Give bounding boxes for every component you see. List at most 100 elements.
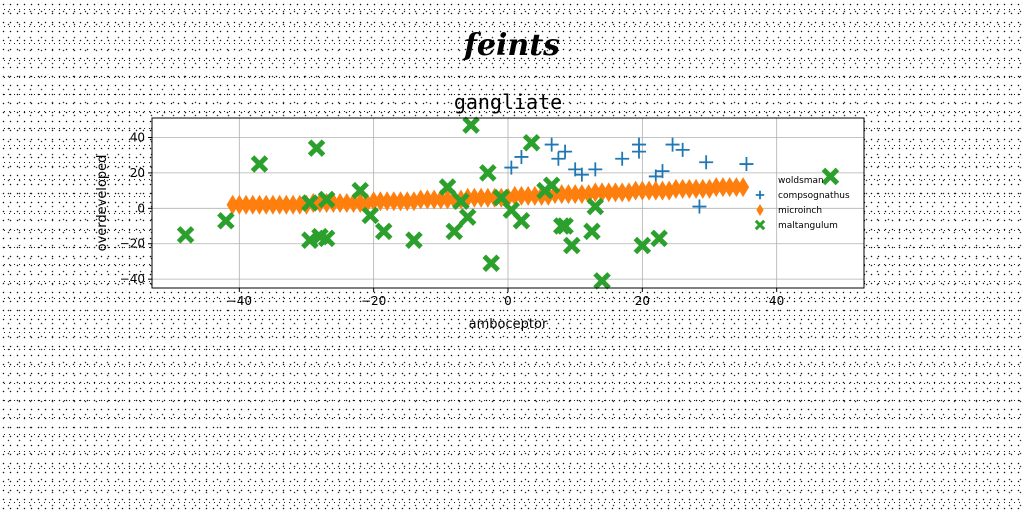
y-tick-label: −20	[120, 237, 145, 251]
data-point-microinch	[669, 178, 682, 199]
data-point-microinch	[401, 191, 414, 212]
data-point-microinch	[683, 178, 696, 199]
data-point-microinch	[266, 194, 279, 215]
data-point-microinch	[562, 184, 575, 205]
data-point-microinch	[273, 194, 286, 215]
data-point-maltangulum	[452, 192, 470, 210]
data-point-maltangulum	[217, 211, 235, 230]
data-point-microinch	[575, 184, 588, 205]
data-point-microinch	[616, 182, 629, 203]
legend-label-microinch: microinch	[778, 206, 822, 216]
data-point-microinch	[280, 194, 293, 215]
data-point-microinch	[609, 182, 622, 203]
data-point-microinch	[528, 185, 541, 206]
x-tick-label: 20	[635, 294, 650, 308]
y-tick-label: 20	[130, 166, 145, 180]
legend-marker-maltangulum	[754, 219, 766, 231]
legend-label-maltangulum: maltangulum	[778, 221, 838, 231]
data-point-microinch	[387, 191, 400, 212]
data-point-compsognathus	[655, 164, 670, 179]
data-point-maltangulum	[563, 236, 581, 255]
data-point-compsognathus	[631, 137, 646, 152]
data-point-maltangulum	[556, 217, 574, 235]
data-point-microinch	[716, 177, 729, 198]
x-tick-label: 0	[504, 294, 512, 308]
data-point-maltangulum	[405, 231, 423, 249]
data-point-microinch	[367, 191, 380, 212]
data-point-microinch	[253, 194, 266, 215]
data-point-maltangulum	[482, 254, 500, 272]
data-point-microinch	[589, 182, 602, 203]
x-tick-label: 40	[769, 294, 784, 308]
data-point-microinch	[354, 193, 367, 213]
figure-title: feints	[464, 28, 560, 63]
data-point-microinch	[374, 191, 387, 212]
data-point-maltangulum	[522, 134, 541, 152]
data-point-compsognathus	[675, 142, 690, 157]
data-point-maltangulum	[512, 211, 531, 230]
data-point-microinch	[515, 185, 528, 206]
data-point-maltangulum	[821, 167, 840, 186]
data-point-maltangulum	[301, 194, 319, 212]
data-point-microinch	[569, 184, 582, 205]
data-point-microinch	[656, 180, 669, 201]
data-point-maltangulum	[586, 197, 605, 216]
legend-label-woldsman: woldsman	[778, 176, 824, 186]
x-tick-label: −20	[361, 294, 386, 308]
data-point-microinch	[676, 178, 689, 199]
legend: woldsman compsognathus microinch maltangulu…	[754, 176, 850, 231]
x-tick-label: −40	[227, 294, 252, 308]
data-point-microinch	[710, 177, 723, 198]
data-point-microinch	[240, 194, 253, 215]
y-tick-label: −40	[120, 272, 145, 286]
data-point-microinch	[723, 177, 736, 198]
data-point-maltangulum	[176, 226, 195, 244]
data-point-microinch	[629, 180, 642, 201]
data-point-microinch	[475, 187, 488, 208]
data-point-compsognathus	[588, 162, 603, 177]
data-point-microinch	[414, 189, 427, 210]
data-point-maltangulum	[317, 190, 336, 209]
data-point-maltangulum	[250, 155, 269, 173]
data-point-maltangulum	[307, 139, 326, 157]
data-point-microinch	[596, 182, 609, 203]
data-point-maltangulum	[361, 206, 380, 225]
data-point-maltangulum	[445, 222, 464, 241]
data-point-microinch	[441, 189, 454, 210]
data-point-microinch	[481, 187, 494, 208]
data-point-maltangulum	[462, 116, 480, 134]
data-point-microinch	[434, 189, 447, 210]
data-point-maltangulum	[438, 178, 457, 196]
data-point-microinch	[696, 178, 709, 199]
data-point-microinch	[233, 194, 246, 215]
data-point-microinch	[260, 194, 273, 215]
data-point-microinch	[508, 185, 521, 206]
legend-marker-compsognathus	[755, 190, 765, 200]
data-point-compsognathus	[699, 155, 714, 170]
x-axis-label: amboceptor	[469, 317, 548, 332]
y-axis-label: overdeveloped	[95, 155, 110, 252]
chart-title: gangliate	[454, 90, 562, 114]
data-point-maltangulum	[374, 222, 393, 241]
data-point-microinch	[347, 193, 360, 213]
data-point-microinch	[381, 191, 394, 212]
data-point-microinch	[334, 193, 347, 213]
legend-label-compsognathus: compsognathus	[778, 191, 850, 201]
data-point-compsognathus	[574, 167, 589, 182]
data-point-compsognathus	[504, 160, 519, 175]
y-axis: −40 −20 0 20 40	[120, 130, 152, 286]
data-point-microinch	[649, 180, 662, 201]
data-point-microinch	[636, 180, 649, 201]
data-point-maltangulum	[593, 272, 611, 290]
data-point-compsognathus	[558, 144, 573, 159]
data-point-maltangulum	[633, 236, 652, 255]
data-point-compsognathus	[615, 151, 630, 166]
data-point-compsognathus	[514, 149, 529, 164]
y-tick-label: 40	[130, 130, 145, 144]
data-marks	[176, 116, 840, 290]
data-point-microinch	[730, 177, 743, 198]
data-point-maltangulum	[650, 229, 668, 248]
data-point-microinch	[421, 189, 434, 210]
data-point-compsognathus	[551, 151, 566, 166]
